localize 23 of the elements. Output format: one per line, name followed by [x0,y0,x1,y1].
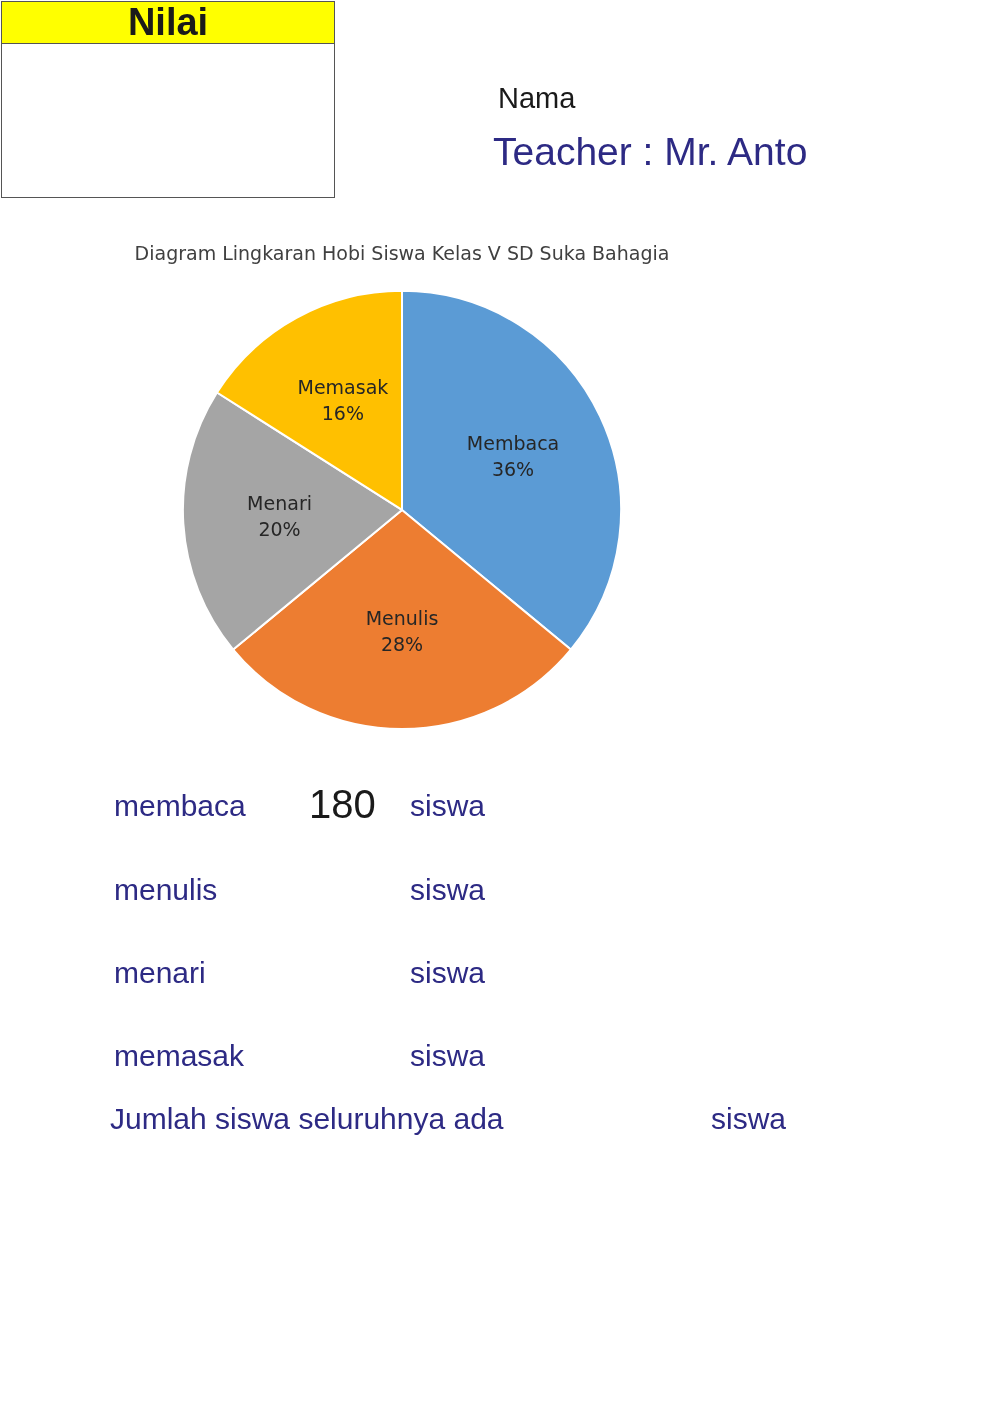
text: siswa [711,1101,787,1137]
chart-title: Diagram Lingkaran Hobi Siswa Kelas V SD Suka Bahagia [134,242,670,265]
text: menulis [114,872,218,908]
slice-label: Menari [247,491,312,514]
text: siswa [410,788,486,824]
data-label: 28% [380,632,424,655]
slice-label: Menulis [365,606,439,629]
text: siswa [410,872,486,908]
score-box: Nilai [1,1,335,198]
data-label: 16% [321,402,365,425]
text: membaca [114,788,246,824]
text: 180 [309,781,376,828]
text: Nama [498,80,576,116]
text: memasak [114,1038,245,1074]
slice-label: Membaca [466,431,560,454]
slice-label: Memasak [297,376,389,399]
text: menari [114,955,206,991]
data-label: 36% [491,457,535,480]
text: siswa [410,955,486,991]
text: Jumlah siswa seluruhnya ada [110,1101,504,1137]
text: siswa [410,1038,486,1074]
data-label: 20% [258,517,301,540]
text: Teacher : Mr. Anto [493,128,808,175]
